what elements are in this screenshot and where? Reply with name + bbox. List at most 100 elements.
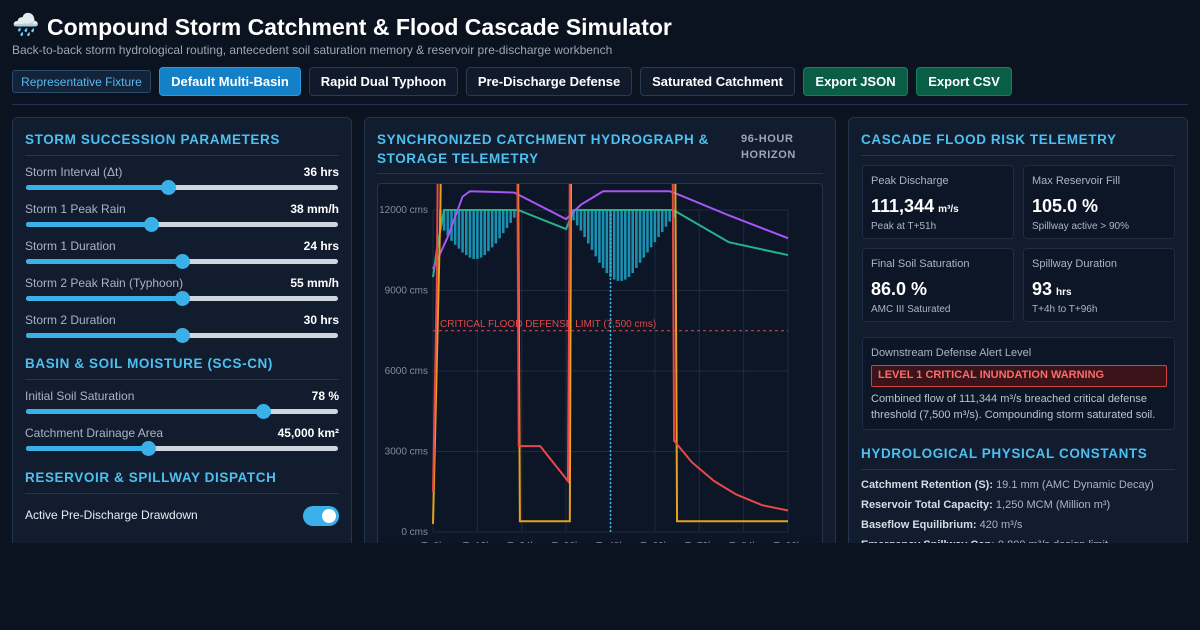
rain-bar bbox=[579, 210, 583, 231]
divider bbox=[12, 104, 1188, 105]
left-panel: STORM SUCCESSION PARAMETERS Storm Interv… bbox=[12, 117, 352, 543]
slider: Storm 1 Peak Rain 38 mm/h bbox=[25, 202, 339, 236]
page-title: Compound Storm Catchment & Flood Cascade… bbox=[47, 14, 672, 40]
section-title: BASIN & SOIL MOISTURE (SCS-CN) bbox=[25, 356, 339, 380]
slider-thumb[interactable] bbox=[160, 180, 176, 195]
alert-box: Downstream Defense Alert Level LEVEL 1 C… bbox=[862, 337, 1175, 430]
rain-bar bbox=[483, 210, 487, 256]
section-title: STORM SUCCESSION PARAMETERS bbox=[25, 132, 339, 156]
stat-note: T+4h to T+96h bbox=[1032, 304, 1098, 315]
slider-value: 45,000 km² bbox=[277, 426, 339, 440]
rain-bar bbox=[457, 210, 461, 249]
x-tick-label: T+36h bbox=[552, 541, 581, 543]
stat-label: Max Reservoir Fill bbox=[1032, 175, 1121, 187]
stat-number: 93 bbox=[1032, 279, 1053, 299]
rain-bar bbox=[646, 210, 649, 253]
slider-track bbox=[26, 180, 338, 195]
slider-fill bbox=[26, 259, 182, 264]
x-tick-label: T+60h bbox=[641, 541, 670, 543]
x-tick-label: T+84h bbox=[729, 541, 758, 543]
slider-label: Catchment Drainage Area bbox=[25, 426, 164, 440]
constant-label: Baseflow Equilibrium: bbox=[861, 519, 977, 531]
alert-level: LEVEL 1 CRITICAL INUNDATION WARNING bbox=[871, 365, 1167, 387]
stat-card: Max Reservoir Fill 105.0 % Spillway active… bbox=[1023, 165, 1175, 239]
rain-bar bbox=[616, 210, 620, 281]
rain-bar bbox=[575, 210, 579, 226]
preset-button[interactable]: Rapid Dual Typhoon bbox=[309, 67, 458, 96]
y-tick-label: 6000 cms bbox=[385, 366, 428, 377]
preset-button[interactable]: Default Multi-Basin bbox=[159, 67, 301, 96]
slider-fill bbox=[26, 222, 151, 227]
page-subtitle: Back-to-back storm hydrological routing,… bbox=[12, 43, 613, 57]
constant-row: Emergency Spillway Cap: 9,800 m³/s desig… bbox=[861, 539, 1108, 543]
series-line bbox=[432, 184, 788, 524]
header-icon: 🌧️ bbox=[12, 12, 40, 37]
slider-thumb[interactable] bbox=[143, 217, 159, 232]
x-tick-label: T+24h bbox=[507, 541, 536, 543]
rain-bar bbox=[638, 210, 642, 263]
constant-label: Catchment Retention (S): bbox=[861, 479, 993, 491]
slider-label: Storm Interval (Δt) bbox=[25, 165, 123, 179]
rain-bar bbox=[598, 210, 601, 263]
rain-bar bbox=[635, 210, 638, 268]
series-line bbox=[432, 190, 789, 270]
x-tick-label: T+0h bbox=[421, 541, 444, 543]
rain-bar bbox=[490, 210, 494, 248]
section-title: SYNCHRONIZED CATCHMENT HYDROGRAPH & STOR… bbox=[377, 132, 710, 166]
rain-bar bbox=[660, 210, 664, 232]
slider-value: 55 mm/h bbox=[290, 276, 339, 290]
slider-thumb[interactable] bbox=[175, 291, 190, 306]
stat-value: 86.0 % bbox=[871, 279, 1005, 300]
slider-track bbox=[26, 291, 338, 306]
rain-bar bbox=[572, 210, 575, 221]
slider-value: 36 hrs bbox=[303, 165, 339, 179]
stat-label: Peak Discharge bbox=[871, 175, 949, 187]
x-tick-label: T+72h bbox=[685, 541, 714, 543]
slider-thumb[interactable] bbox=[175, 328, 190, 343]
slider-thumb[interactable] bbox=[175, 254, 190, 269]
slider-track bbox=[26, 254, 338, 269]
slider-thumb[interactable] bbox=[256, 404, 272, 419]
section-title: CASCADE FLOOD RISK TELEMETRY bbox=[861, 132, 1175, 156]
rain-bar bbox=[446, 210, 450, 236]
stat-label: Spillway Duration bbox=[1032, 258, 1117, 270]
rain-bar bbox=[612, 210, 616, 280]
slider: Catchment Drainage Area 45,000 km² bbox=[25, 426, 339, 460]
slider-value: 24 hrs bbox=[303, 239, 339, 253]
rain-bar bbox=[657, 210, 660, 238]
rain-bar bbox=[620, 210, 623, 281]
constant-row: Catchment Retention (S): 19.1 mm (AMC Dy… bbox=[861, 479, 1154, 491]
slider-thumb[interactable] bbox=[140, 441, 156, 456]
slider-fill bbox=[26, 409, 264, 414]
preset-button[interactable]: Pre-Discharge Defense bbox=[466, 67, 632, 96]
rain-bar bbox=[505, 210, 509, 229]
slider: Storm 2 Duration 30 hrs bbox=[25, 313, 339, 347]
slider-value: 30 hrs bbox=[303, 313, 339, 327]
rain-bar bbox=[631, 210, 634, 274]
rain-bar bbox=[623, 210, 627, 280]
slider-label: Storm 1 Peak Rain bbox=[25, 202, 126, 216]
export-button[interactable]: Export CSV bbox=[916, 67, 1012, 96]
constant-value: 19.1 mm (AMC Dynamic Decay) bbox=[996, 479, 1154, 491]
preset-button[interactable]: Saturated Catchment bbox=[640, 67, 795, 96]
rain-bar bbox=[453, 210, 457, 245]
stat-card: Peak Discharge 111,344 m³/s Peak at T+51h bbox=[862, 165, 1014, 239]
stat-note: Spillway active > 90% bbox=[1032, 221, 1129, 232]
rain-bar bbox=[590, 210, 594, 250]
rain-bar bbox=[649, 210, 653, 248]
y-tick-label: 0 cms bbox=[401, 527, 428, 538]
chart: 0 cms 3000 cms 6000 cms 9000 cms 12000 cms T+… bbox=[377, 183, 823, 543]
toggle-switch[interactable] bbox=[303, 506, 339, 526]
slider-track bbox=[26, 404, 338, 419]
rain-bar bbox=[594, 210, 598, 257]
slider-fill bbox=[26, 296, 182, 301]
slider-label: Initial Soil Saturation bbox=[25, 389, 135, 403]
rain-bar bbox=[468, 210, 472, 258]
middle-panel: SYNCHRONIZED CATCHMENT HYDROGRAPH & STOR… bbox=[364, 117, 836, 543]
x-tick-label: T+12h bbox=[463, 541, 492, 543]
rain-bar bbox=[642, 210, 646, 258]
export-button[interactable]: Export JSON bbox=[803, 67, 908, 96]
section-title: RESERVOIR & SPILLWAY DISPATCH bbox=[25, 470, 339, 494]
right-panel: CASCADE FLOOD RISK TELEMETRY Peak Discha… bbox=[848, 117, 1188, 543]
slider-value: 38 mm/h bbox=[290, 202, 339, 216]
